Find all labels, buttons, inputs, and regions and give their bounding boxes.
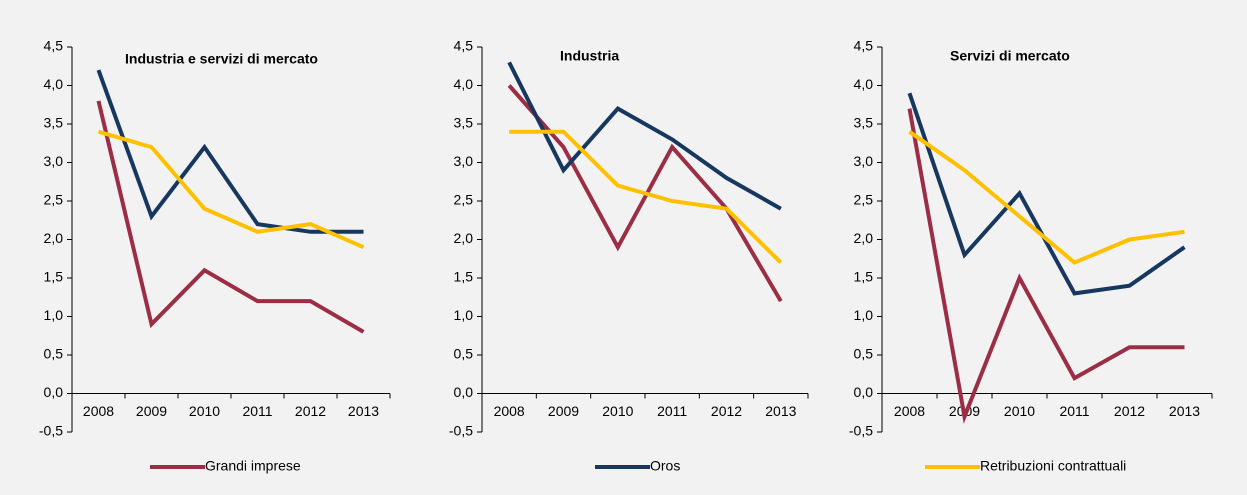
y-tick-label: 1,5 xyxy=(44,269,64,285)
y-tick-label: 4,5 xyxy=(854,38,874,54)
legend-label: Oros xyxy=(650,458,680,474)
y-tick-label: 1,0 xyxy=(854,307,874,323)
x-tick-label: 2013 xyxy=(1169,403,1200,419)
y-tick-label: 2,5 xyxy=(454,192,474,208)
series-line xyxy=(908,130,1185,265)
chart-title: Industria e servizi di mercato xyxy=(125,51,318,67)
x-tick-label: 2009 xyxy=(548,403,579,419)
chart-title: Industria xyxy=(560,48,619,64)
y-tick-label: 3,0 xyxy=(854,153,874,169)
chart-title: Servizi di mercato xyxy=(950,48,1070,64)
y-tick-label: 1,0 xyxy=(454,307,474,323)
y-tick-label: 4,0 xyxy=(854,76,874,92)
y-tick-label: 0,5 xyxy=(44,346,64,362)
y-tick-label: 3,5 xyxy=(44,115,64,131)
legend-label: Retribuzioni contrattuali xyxy=(980,458,1126,474)
y-tick-label: 2,0 xyxy=(854,230,874,246)
x-tick-label: 2009 xyxy=(136,403,167,419)
x-tick-label: 2008 xyxy=(494,403,525,419)
series-line xyxy=(507,84,783,303)
y-tick-label: 3,5 xyxy=(454,115,474,131)
series-line xyxy=(96,69,364,234)
x-tick-label: 2012 xyxy=(295,403,326,419)
y-tick-label: 3,5 xyxy=(854,115,874,131)
y-tick-label: -0,5 xyxy=(449,423,473,439)
y-tick-label: 4,0 xyxy=(44,76,64,92)
y-tick-label: -0,5 xyxy=(849,423,873,439)
y-tick-label: 0,0 xyxy=(454,384,474,400)
x-tick-label: 2013 xyxy=(348,403,379,419)
series-line xyxy=(907,108,1185,424)
y-tick-label: 1,5 xyxy=(854,269,874,285)
x-tick-label: 2008 xyxy=(83,403,114,419)
series-line xyxy=(97,129,365,250)
y-tick-label: -0,5 xyxy=(39,423,63,439)
y-tick-label: 3,0 xyxy=(44,153,64,169)
y-tick-label: 0,5 xyxy=(454,346,474,362)
y-tick-label: 0,0 xyxy=(854,384,874,400)
legend-label: Grandi imprese xyxy=(205,458,301,474)
y-tick-label: 0,5 xyxy=(854,346,874,362)
y-tick-label: 2,5 xyxy=(854,192,874,208)
y-tick-label: 0,0 xyxy=(44,384,64,400)
y-tick-label: 1,0 xyxy=(44,307,64,323)
y-tick-label: 1,5 xyxy=(454,269,474,285)
x-tick-label: 2010 xyxy=(602,403,633,419)
x-tick-label: 2013 xyxy=(765,403,796,419)
y-tick-label: 2,5 xyxy=(44,192,64,208)
x-tick-label: 2012 xyxy=(1114,403,1145,419)
x-tick-label: 2011 xyxy=(657,403,687,419)
series-line xyxy=(907,92,1186,296)
y-tick-label: 4,5 xyxy=(454,38,474,54)
y-tick-label: 4,0 xyxy=(454,76,474,92)
x-tick-label: 2010 xyxy=(1004,403,1035,419)
y-tick-label: 2,0 xyxy=(44,230,64,246)
x-tick-label: 2010 xyxy=(189,403,220,419)
x-tick-label: 2011 xyxy=(1059,403,1089,419)
series-line xyxy=(96,100,365,334)
series-line xyxy=(509,129,783,265)
x-tick-label: 2012 xyxy=(711,403,742,419)
series-line xyxy=(507,61,782,211)
y-tick-label: 2,0 xyxy=(454,230,474,246)
x-tick-label: 2011 xyxy=(242,403,272,419)
x-tick-label: 2008 xyxy=(894,403,925,419)
y-tick-label: 4,5 xyxy=(44,38,64,54)
y-tick-label: 3,0 xyxy=(454,153,474,169)
